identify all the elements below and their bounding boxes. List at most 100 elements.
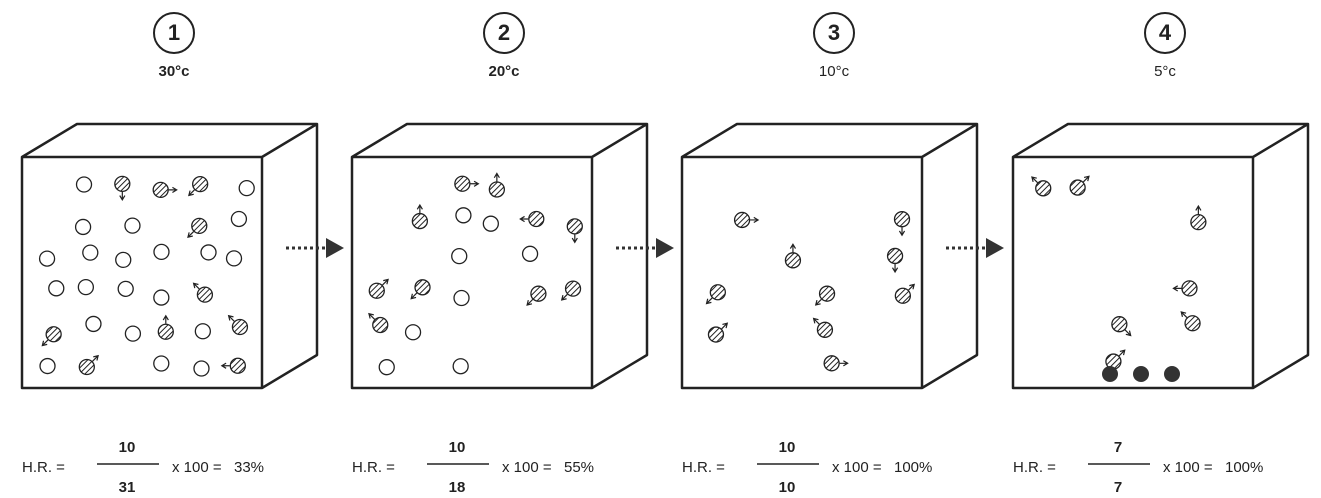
empty-site	[453, 289, 470, 307]
motion-arrow	[410, 292, 418, 300]
vapor-molecule	[152, 181, 169, 199]
motion-arrow	[470, 180, 480, 187]
motion-arrow	[220, 362, 230, 369]
transition-head	[326, 238, 344, 258]
motion-arrow	[41, 339, 49, 347]
cube	[20, 122, 319, 390]
motion-arrow	[382, 278, 389, 286]
cube	[680, 122, 979, 390]
empty-site	[153, 289, 170, 306]
temperature: 30°c	[158, 63, 189, 80]
vapor-molecule	[1181, 280, 1198, 297]
number-circle	[483, 12, 525, 54]
motion-arrow	[493, 172, 500, 182]
vapor-molecule	[564, 280, 582, 297]
result: 100%	[894, 459, 932, 476]
empty-site	[124, 217, 141, 234]
vapor-molecule	[411, 212, 429, 230]
motion-arrow	[908, 283, 915, 291]
empty-site	[117, 280, 134, 297]
vapor-molecule	[229, 357, 246, 374]
number-circle	[813, 12, 855, 54]
empty-site	[77, 278, 95, 296]
motion-arrow	[814, 298, 822, 306]
vapor-molecule	[488, 181, 506, 198]
motion-arrow	[1124, 329, 1132, 337]
vapor-molecule	[414, 279, 431, 296]
multiplier: x 100 =	[1163, 459, 1213, 476]
vapor-molecule	[1190, 213, 1207, 231]
vapor-molecule	[78, 358, 95, 376]
vapor-molecule	[823, 355, 840, 372]
condensed-drop	[1133, 366, 1149, 382]
numerator: 10	[119, 439, 136, 456]
motion-arrow	[839, 360, 849, 367]
condensed-drop	[1164, 366, 1180, 382]
vapor-molecule	[1035, 180, 1052, 197]
denominator: 18	[449, 479, 466, 496]
empty-site	[482, 215, 499, 232]
vapor-molecule	[191, 217, 208, 235]
empty-site	[75, 176, 93, 193]
vapor-molecule	[368, 282, 385, 299]
empty-site	[238, 179, 255, 197]
result: 33%	[234, 459, 264, 476]
motion-arrow	[750, 216, 760, 224]
motion-arrow	[1082, 175, 1090, 183]
empty-site	[124, 325, 142, 342]
motion-arrow	[891, 263, 899, 274]
motion-arrow	[812, 317, 820, 325]
vapor-molecule	[530, 285, 547, 302]
vapor-molecule	[709, 284, 726, 301]
transition-head	[986, 238, 1004, 258]
vapor-molecule	[157, 323, 174, 340]
motion-arrow	[1180, 311, 1188, 319]
empty-site	[225, 250, 243, 267]
temperature: 10°c	[819, 63, 850, 80]
panel-number: 1	[168, 20, 180, 45]
motion-arrow	[1118, 349, 1126, 357]
multiplier: x 100 =	[832, 459, 882, 476]
vapor-molecule	[192, 175, 209, 193]
vapor-molecule	[733, 211, 751, 229]
empty-site	[74, 218, 92, 236]
vapor-molecule	[231, 318, 249, 336]
motion-arrow	[227, 314, 235, 322]
vapor-molecule	[1069, 179, 1086, 196]
vapor-molecule	[894, 287, 912, 304]
condensed-drop	[1102, 366, 1118, 382]
formula-label: H.R. =	[22, 459, 65, 476]
cube	[350, 122, 649, 390]
formula-label: H.R. =	[682, 459, 725, 476]
vapor-molecule	[372, 316, 389, 334]
empty-site	[193, 360, 210, 377]
denominator: 10	[779, 479, 796, 496]
temperature: 20°c	[488, 63, 519, 80]
motion-arrow	[519, 215, 529, 223]
empty-site	[230, 210, 248, 228]
denominator: 31	[119, 479, 136, 496]
transition-head	[656, 238, 674, 258]
motion-arrow	[162, 314, 169, 324]
formula-label: H.R. =	[352, 459, 395, 476]
vapor-molecule	[1111, 316, 1128, 333]
motion-arrow	[1195, 204, 1202, 215]
vapor-molecule	[784, 252, 802, 269]
motion-arrow	[898, 227, 906, 237]
panel-number: 2	[498, 20, 510, 45]
empty-site	[38, 250, 56, 267]
multiplier: x 100 =	[502, 459, 552, 476]
motion-arrow	[571, 234, 578, 244]
empty-site	[194, 323, 212, 340]
number-circle	[1144, 12, 1186, 54]
empty-site	[378, 359, 395, 376]
motion-arrow	[1031, 176, 1039, 184]
vapor-molecule	[45, 326, 62, 343]
vapor-molecule	[528, 210, 545, 228]
empty-site	[82, 244, 99, 261]
vapor-molecule	[454, 175, 471, 192]
empty-site	[452, 358, 469, 375]
numerator: 10	[449, 439, 466, 456]
empty-site	[200, 244, 217, 261]
panel-number: 3	[828, 20, 840, 45]
